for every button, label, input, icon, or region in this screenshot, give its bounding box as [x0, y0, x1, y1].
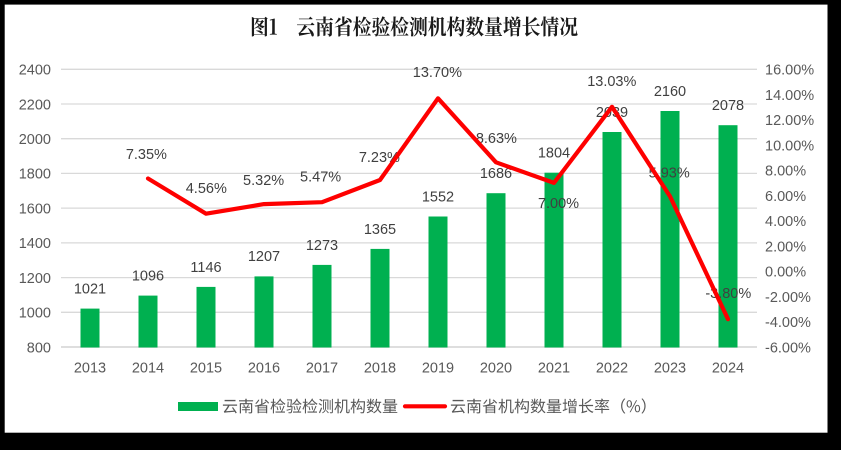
svg-text:1686: 1686	[480, 166, 512, 182]
svg-text:800: 800	[27, 340, 51, 356]
svg-text:10.00%: 10.00%	[765, 138, 814, 154]
svg-text:5.32%: 5.32%	[243, 173, 284, 189]
svg-text:5.47%: 5.47%	[300, 170, 341, 186]
svg-text:2.00%: 2.00%	[765, 239, 806, 255]
svg-text:8.00%: 8.00%	[765, 164, 806, 180]
svg-text:4.56%: 4.56%	[186, 181, 227, 197]
svg-text:1000: 1000	[19, 306, 51, 322]
svg-text:2000: 2000	[19, 132, 51, 148]
svg-text:2022: 2022	[596, 360, 628, 376]
svg-text:1207: 1207	[248, 249, 280, 265]
svg-text:7.23%: 7.23%	[359, 150, 400, 166]
svg-text:2023: 2023	[654, 360, 686, 376]
svg-text:2019: 2019	[422, 360, 454, 376]
svg-text:6.00%: 6.00%	[765, 189, 806, 205]
svg-text:13.03%: 13.03%	[587, 74, 636, 90]
svg-text:0.00%: 0.00%	[765, 265, 806, 281]
svg-text:-4.00%: -4.00%	[765, 315, 811, 331]
svg-text:1200: 1200	[19, 271, 51, 287]
svg-text:1804: 1804	[538, 146, 570, 162]
svg-text:1600: 1600	[19, 201, 51, 217]
svg-text:2020: 2020	[480, 360, 512, 376]
svg-text:1146: 1146	[190, 260, 221, 276]
svg-text:2013: 2013	[74, 360, 106, 376]
svg-text:2160: 2160	[654, 84, 686, 100]
svg-text:8.63%: 8.63%	[476, 131, 517, 147]
svg-text:1400: 1400	[19, 236, 51, 252]
svg-text:2400: 2400	[19, 63, 51, 79]
svg-text:16.00%: 16.00%	[765, 63, 814, 79]
svg-text:1365: 1365	[364, 222, 396, 238]
svg-text:2016: 2016	[248, 360, 280, 376]
svg-text:2024: 2024	[712, 360, 744, 376]
svg-text:7.35%: 7.35%	[126, 147, 167, 163]
svg-text:1021: 1021	[74, 282, 106, 298]
svg-text:2015: 2015	[190, 360, 222, 376]
svg-text:2018: 2018	[364, 360, 396, 376]
svg-text:1552: 1552	[422, 189, 454, 205]
svg-text:12.00%: 12.00%	[765, 113, 814, 129]
svg-text:-2.00%: -2.00%	[765, 290, 811, 306]
svg-text:1096: 1096	[132, 269, 164, 285]
svg-text:7.00%: 7.00%	[538, 196, 579, 212]
svg-text:2021: 2021	[538, 360, 570, 376]
svg-text:1273: 1273	[306, 238, 338, 254]
svg-text:13.70%: 13.70%	[413, 65, 462, 81]
svg-text:2017: 2017	[306, 360, 338, 376]
svg-text:2078: 2078	[712, 98, 744, 114]
svg-text:-6.00%: -6.00%	[765, 340, 811, 356]
svg-text:4.00%: 4.00%	[765, 214, 806, 230]
svg-text:1800: 1800	[19, 167, 51, 183]
svg-text:2014: 2014	[132, 360, 164, 376]
svg-text:2200: 2200	[19, 97, 51, 113]
svg-text:14.00%: 14.00%	[765, 88, 814, 104]
